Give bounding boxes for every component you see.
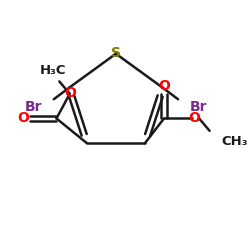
Text: O: O [17,112,29,126]
Text: O: O [64,86,76,100]
Text: H₃C: H₃C [40,64,66,78]
Text: Br: Br [25,100,42,114]
Text: S: S [111,46,121,60]
Text: Br: Br [190,100,207,114]
Text: CH₃: CH₃ [221,135,248,148]
Text: O: O [188,112,200,126]
Text: O: O [158,79,170,93]
